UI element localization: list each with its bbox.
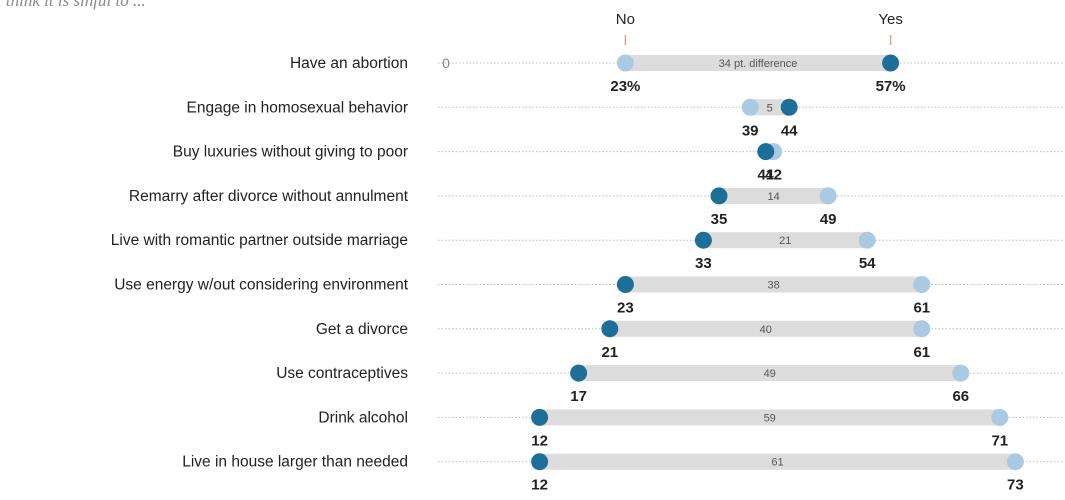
category-label: Live with romantic partner outside marri… (111, 232, 408, 249)
yes-value-label: 41 (757, 167, 774, 184)
difference-bar (578, 365, 961, 382)
difference-bar (750, 99, 790, 116)
difference-bar (625, 55, 891, 71)
difference-label: 21 (779, 235, 791, 247)
category-label: Live in house larger than needed (182, 454, 408, 471)
no-dot (616, 54, 634, 72)
no-value-label: 39 (742, 122, 759, 139)
no-value-label: 61 (913, 300, 930, 317)
yes-value-label: 57% (876, 78, 906, 95)
difference-label: 14 (767, 191, 779, 203)
yes-dot (780, 98, 798, 116)
no-value-label: 71 (991, 432, 1008, 449)
yes-value-label: 33 (695, 255, 712, 272)
yes-dot (757, 143, 775, 161)
legend-no-label: No (616, 11, 635, 28)
difference-label: 40 (760, 324, 772, 336)
difference-label: 61 (771, 457, 783, 469)
no-dot (819, 187, 837, 205)
yes-dot (882, 54, 900, 72)
difference-bar (539, 453, 1016, 470)
difference-label: 5 (767, 102, 773, 114)
category-label: Use energy w/out considering environment (114, 277, 408, 294)
no-value-label: 23% (610, 78, 640, 95)
difference-bar (719, 187, 829, 204)
difference-label: 34 pt. difference (719, 58, 798, 70)
difference-label: 49 (764, 368, 776, 380)
category-label: Drink alcohol (318, 409, 408, 426)
no-value-label: 73 (1007, 477, 1024, 494)
category-label: Engage in homosexual behavior (187, 99, 408, 116)
yes-value-label: 23 (617, 300, 634, 317)
category-label: Buy luxuries without giving to poor (173, 144, 408, 161)
category-label: Have an abortion (290, 55, 408, 72)
no-dot (1006, 453, 1024, 471)
yes-value-label: 12 (531, 432, 548, 449)
chart-intro-text: I think it is sinful to ... (0, 0, 146, 10)
no-dot (741, 98, 759, 116)
difference-bar (625, 276, 922, 293)
yes-dot (616, 276, 634, 293)
category-label: Get a divorce (316, 321, 408, 338)
no-value-label: 42 (765, 167, 782, 184)
yes-dot (710, 187, 728, 205)
yes-dot (601, 320, 619, 338)
yes-dot (570, 364, 588, 382)
no-value-label: 54 (859, 255, 876, 272)
difference-bar (609, 320, 922, 337)
zero-label: 0 (442, 55, 450, 71)
legend-yes-label: Yes (878, 11, 902, 28)
category-label: Remarry after divorce without annulment (129, 188, 409, 205)
difference-bar (539, 409, 1000, 426)
difference-label: 38 (767, 280, 779, 292)
yes-dot (531, 453, 549, 471)
difference-bar (703, 232, 868, 249)
no-dot (952, 364, 970, 382)
yes-value-label: 17 (570, 388, 587, 405)
no-value-label: 49 (820, 211, 837, 228)
no-dot (858, 231, 876, 249)
yes-dot (694, 231, 712, 249)
no-value-label: 66 (952, 388, 969, 405)
category-label: Use contraceptives (276, 365, 408, 382)
yes-value-label: 21 (601, 344, 618, 361)
yes-value-label: 35 (711, 211, 728, 228)
difference-label: 59 (764, 412, 776, 424)
no-value-label: 61 (913, 344, 930, 361)
yes-value-label: 12 (531, 477, 548, 494)
no-dot (913, 276, 931, 293)
yes-value-label: 44 (781, 122, 798, 139)
yes-dot (531, 408, 549, 426)
no-dot (913, 320, 931, 338)
no-dot (991, 408, 1009, 426)
